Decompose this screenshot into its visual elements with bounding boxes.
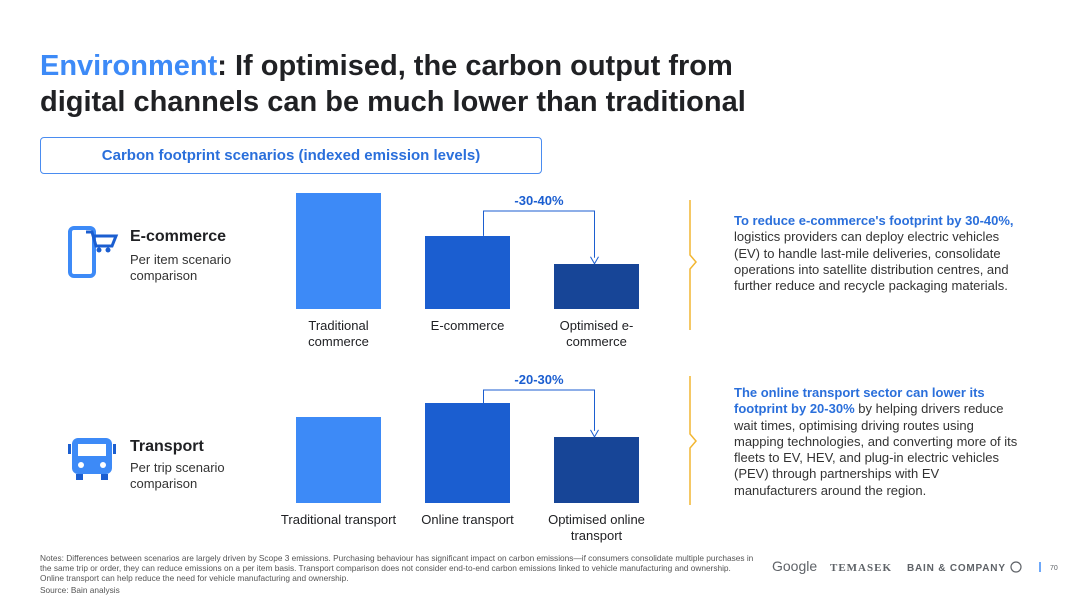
x-tick-label: Online transport	[421, 512, 514, 527]
bar	[554, 263, 639, 309]
bar	[296, 193, 381, 309]
reduction-arrow	[483, 210, 595, 258]
bar	[296, 417, 381, 503]
title-highlight: Environment	[40, 50, 218, 82]
annotation: -30-40%	[514, 193, 564, 208]
insight-highlight: To reduce e-commerce's footprint by 30-4…	[734, 213, 1014, 228]
x-tick-label: Traditional commerce	[308, 318, 369, 349]
bar	[425, 235, 510, 309]
arrow-head	[590, 256, 599, 265]
section-header: Carbon footprint scenarios (indexed emis…	[40, 137, 542, 174]
reduction-arrow	[483, 389, 595, 431]
slide-title: Environment: If optimised, the carbon ou…	[40, 48, 800, 120]
logo-google: Google	[772, 558, 817, 574]
logo-mark	[1010, 561, 1022, 573]
chart-title: E-commerce	[130, 228, 227, 245]
title-rest: : If optimised, the carbon output from d…	[40, 50, 746, 118]
insight-text: by helping drivers reduce wait times, op…	[734, 401, 1018, 498]
notes: Notes: Differences between scenarios are…	[40, 553, 754, 583]
insight: The online transport sector can lower it…	[734, 385, 1024, 499]
x-tick-label: Optimised online transport	[548, 512, 645, 543]
divider	[689, 200, 697, 505]
x-tick-label: E-commerce	[430, 318, 505, 333]
insight: To reduce e-commerce's footprint by 30-4…	[734, 213, 1024, 294]
logo-bain: BAIN & COMPANY	[907, 563, 1006, 574]
chart-title: Transport	[130, 438, 204, 455]
x-tick-label: Traditional transport	[280, 512, 397, 527]
bar	[554, 436, 639, 503]
chart-subtitle: Per trip scenario comparison	[130, 460, 225, 491]
bar	[425, 403, 510, 503]
source: Source: Bain analysis	[40, 585, 120, 595]
page-number: 70	[1050, 565, 1058, 572]
cart-phone-icon	[68, 226, 119, 278]
chart-subtitle: Per item scenario comparison	[130, 252, 232, 283]
insight-text: logistics providers can deploy electric …	[734, 229, 1009, 294]
arrow-head	[590, 429, 599, 438]
bus-icon	[68, 438, 116, 480]
x-tick-label: Optimised e-commerce	[559, 318, 634, 349]
insight-highlight: The online transport sector can lower it…	[734, 385, 985, 417]
annotation: -20-30%	[514, 372, 564, 387]
logo-temasek: TEMASEK	[830, 562, 892, 574]
